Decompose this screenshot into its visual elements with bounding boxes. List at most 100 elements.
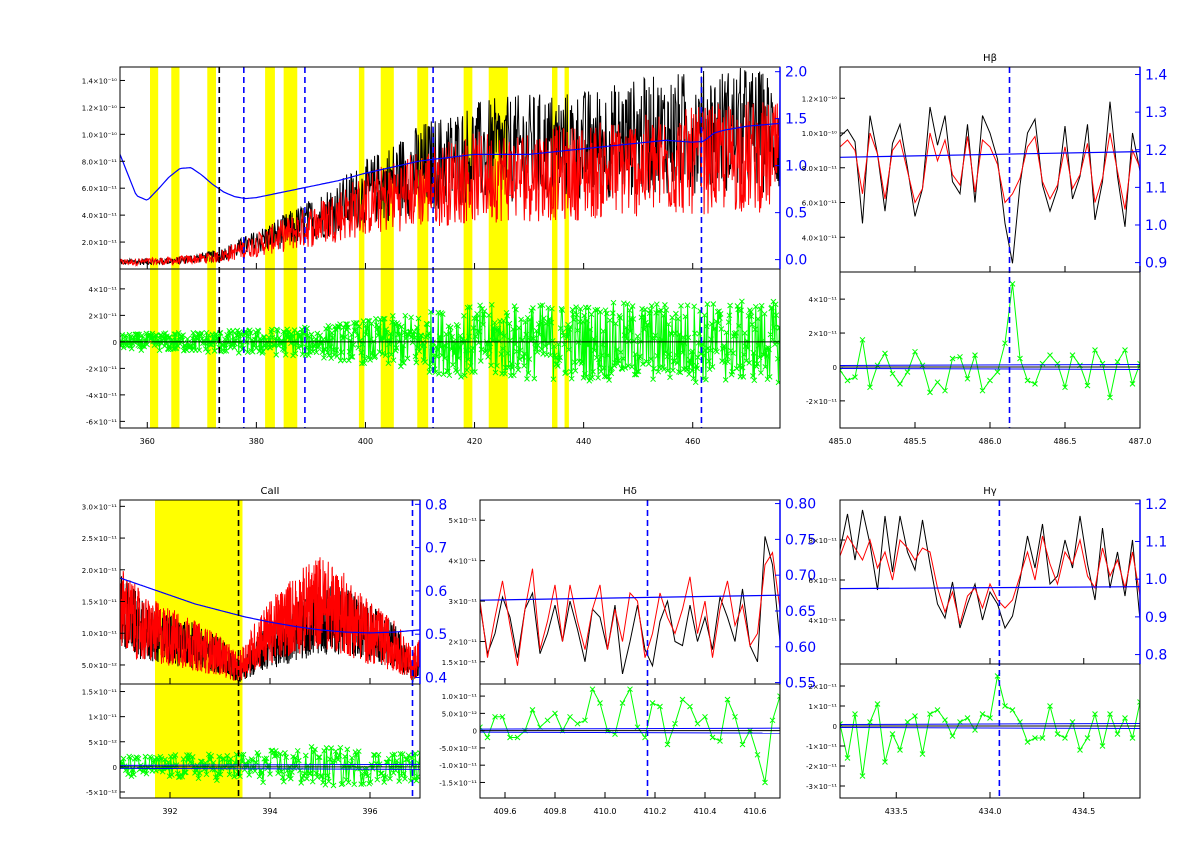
xtick-label: 434.5 — [1072, 807, 1095, 816]
upper-ytick-label: 1.0×10⁻¹⁰ — [82, 131, 117, 139]
model-spectrum — [480, 551, 780, 666]
upper-ytick-label: 3×10⁻¹¹ — [448, 598, 477, 606]
panel-full: 2.0×10⁻¹¹ 4.0×10⁻¹¹ 6.0×10⁻¹¹ 8.0×10⁻¹¹ 1.0×… — [82, 65, 807, 446]
xtick-label: 400 — [358, 437, 373, 446]
lower-ytick-label: -1.0×10⁻¹¹ — [439, 762, 477, 770]
upper-ytick-label: 3.0×10⁻¹¹ — [82, 503, 117, 511]
lower-frame — [479, 683, 781, 799]
upper-ytick-label: 6.0×10⁻¹¹ — [802, 200, 837, 208]
error-band-lower — [840, 727, 1140, 729]
xtick-label: 420 — [467, 437, 482, 446]
upper-ytick-label: 1.0×10⁻¹⁰ — [802, 130, 837, 138]
lower-ytick-label: 5.0×10⁻¹² — [442, 710, 477, 718]
error-band-upper — [480, 727, 780, 730]
residual-markers — [480, 686, 780, 786]
residual-plot — [840, 281, 1140, 401]
upper-ytick-label: 1.2×10⁻¹⁰ — [802, 95, 837, 103]
lower-ytick-label: 0 — [473, 728, 477, 736]
right-ytick-label: 1.3 — [1145, 105, 1167, 121]
lower-ytick-label: -1.5×10⁻¹¹ — [439, 779, 477, 787]
error-band-upper — [840, 363, 1140, 366]
model-spectrum — [120, 101, 780, 267]
lower-ytick-label: 0 — [833, 364, 837, 372]
lower-ytick-label: -2×10⁻¹¹ — [86, 365, 117, 373]
upper-frame — [479, 499, 781, 685]
lower-ytick-label: 1.5×10⁻¹¹ — [82, 689, 117, 697]
lower-ytick-label: 0 — [113, 764, 117, 772]
xtick-label: 440 — [576, 437, 591, 446]
right-ytick-label: 1.0 — [785, 159, 807, 175]
upper-ytick-label: 2.0×10⁻¹¹ — [82, 239, 117, 247]
upper-ytick-label: 5×10⁻¹¹ — [448, 517, 477, 525]
lower-ytick-label: 4×10⁻¹¹ — [88, 286, 117, 294]
observed-spectrum — [840, 509, 1140, 630]
xtick-label: 392 — [162, 807, 177, 816]
mask-band — [358, 67, 365, 428]
upper-ytick-label: 2×10⁻¹¹ — [448, 639, 477, 647]
upper-plot — [840, 101, 1140, 264]
mask-band — [463, 67, 473, 428]
xtick-label: 409.8 — [544, 807, 567, 816]
upper-ytick-label: 2.0×10⁻¹¹ — [82, 567, 117, 575]
right-ytick-label: 1.1 — [1145, 180, 1167, 196]
lower-ytick-label: 2×10⁻¹¹ — [808, 330, 837, 338]
residual-markers — [840, 673, 1140, 779]
right-ytick-label: 0.8 — [425, 497, 447, 513]
right-ytick-label: 0.75 — [785, 532, 816, 548]
panel-caii: 5.0×10⁻¹² 1.0×10⁻¹¹ 1.5×10⁻¹¹ 2.0×10⁻¹¹ 2.5×… — [82, 486, 448, 816]
xtick-label: 485.5 — [904, 437, 927, 446]
lower-ytick-label: -3×10⁻¹¹ — [806, 783, 837, 791]
right-ytick-label: 0.80 — [785, 497, 816, 513]
upper-ytick-label: 4.0×10⁻¹¹ — [802, 234, 837, 242]
lower-ytick-label: 5×10⁻¹² — [88, 739, 117, 747]
upper-plot — [120, 67, 780, 267]
lower-ytick-label: -5×10⁻¹² — [86, 789, 117, 797]
upper-ytick-label: 5.0×10⁻¹² — [82, 662, 117, 670]
xtick-label: 409.6 — [494, 807, 517, 816]
upper-plot — [120, 557, 420, 682]
residual-plot — [120, 298, 780, 386]
lower-ytick-label: -1×10⁻¹¹ — [806, 743, 837, 751]
panel-hd: 1.5×10⁻¹¹ 2×10⁻¹¹ 3×10⁻¹¹ 4×10⁻¹¹ 5×10⁻¹¹ 0.5… — [439, 486, 816, 816]
error-band-lower — [480, 731, 780, 734]
upper-ytick-label: 8.0×10⁻¹¹ — [802, 165, 837, 173]
lower-ytick-label: -5.0×10⁻¹² — [439, 745, 477, 753]
upper-ytick-label: 2.5×10⁻¹¹ — [82, 535, 117, 543]
mask-band — [417, 67, 429, 428]
observed-spectrum — [840, 101, 1140, 264]
xtick-label: 487.0 — [1129, 437, 1152, 446]
lower-ytick-label: 1×10⁻¹¹ — [808, 703, 837, 711]
residual-markers — [840, 281, 1140, 401]
residual-line — [480, 687, 780, 783]
lower-ytick-label: -4×10⁻¹¹ — [86, 392, 117, 400]
model-spectrum — [840, 132, 1140, 210]
panel-title: CaII — [260, 486, 279, 497]
lower-ytick-label: 0 — [833, 723, 837, 731]
right-ytick-label: 0.8 — [1145, 648, 1167, 664]
continuum-curve — [840, 151, 1140, 158]
residual-plot — [840, 673, 1140, 779]
mask-band — [265, 67, 275, 428]
right-ytick-label: 1.2 — [1145, 497, 1167, 513]
lower-frame — [119, 268, 781, 429]
residual-plot — [480, 686, 780, 786]
panel-title: Hδ — [623, 486, 637, 497]
lower-ytick-label: 4×10⁻¹¹ — [808, 296, 837, 304]
mask-band — [552, 67, 558, 428]
lower-ytick-label: 2×10⁻¹¹ — [88, 312, 117, 320]
right-ytick-label: 0.55 — [785, 676, 816, 692]
xtick-label: 410.6 — [744, 807, 767, 816]
upper-ytick-label: 1.5×10⁻¹¹ — [82, 599, 117, 607]
upper-ytick-label: 8×10⁻¹¹ — [808, 537, 837, 545]
xtick-label: 460 — [685, 437, 700, 446]
panel-hg: 4×10⁻¹¹ 6×10⁻¹¹ 8×10⁻¹¹ 0.8 0.9 1.0 1.1 1.2 -3×1… — [806, 486, 1167, 816]
error-band-lower — [840, 367, 1140, 370]
right-ytick-label: 0.65 — [785, 604, 816, 620]
error-band-upper — [120, 763, 420, 766]
upper-ytick-label: 6×10⁻¹¹ — [808, 577, 837, 585]
right-ytick-label: 0.9 — [1145, 610, 1167, 626]
right-ytick-label: 1.5 — [785, 112, 807, 128]
model-spectrum — [840, 534, 1140, 625]
xtick-label: 410.4 — [694, 807, 717, 816]
